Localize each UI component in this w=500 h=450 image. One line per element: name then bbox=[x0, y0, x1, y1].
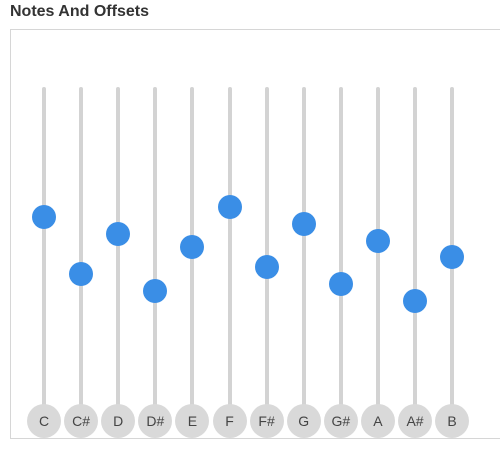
note-button-a[interactable]: A bbox=[360, 404, 395, 438]
slider-track[interactable] bbox=[227, 87, 232, 421]
slider-track[interactable] bbox=[79, 87, 84, 421]
slider-track[interactable] bbox=[116, 87, 121, 421]
slider-thumb[interactable] bbox=[291, 211, 316, 236]
slider-thumb[interactable] bbox=[32, 205, 56, 230]
slider-thumb[interactable] bbox=[254, 255, 279, 280]
slider-track[interactable] bbox=[338, 87, 343, 421]
slider-track[interactable] bbox=[153, 87, 158, 421]
slider-thumb[interactable] bbox=[403, 288, 427, 313]
slider-thumb[interactable] bbox=[106, 221, 131, 246]
note-button-c-sharp[interactable]: C# bbox=[64, 404, 99, 438]
slider-track[interactable] bbox=[264, 87, 269, 421]
note-button-d[interactable]: D bbox=[101, 404, 136, 438]
note-button-a-sharp[interactable]: A# bbox=[398, 404, 432, 438]
slider-thumb[interactable] bbox=[143, 278, 168, 303]
slider-track[interactable] bbox=[413, 87, 417, 421]
note-button-b[interactable]: B bbox=[435, 404, 470, 438]
slider-track[interactable] bbox=[301, 87, 306, 421]
sliders-panel: C C# D D# E F F# G G# A A# B bbox=[10, 29, 500, 439]
note-button-e[interactable]: E bbox=[175, 404, 210, 438]
note-button-f[interactable]: F bbox=[212, 404, 247, 438]
note-button-d-sharp[interactable]: D# bbox=[138, 404, 173, 438]
slider-track[interactable] bbox=[42, 87, 46, 421]
slider-thumb[interactable] bbox=[69, 262, 94, 287]
note-button-f-sharp[interactable]: F# bbox=[249, 404, 284, 438]
slider-thumb[interactable] bbox=[440, 245, 465, 270]
slider-track[interactable] bbox=[375, 87, 380, 421]
slider-thumb[interactable] bbox=[328, 272, 353, 297]
slider-thumb[interactable] bbox=[217, 195, 242, 220]
slider-thumb[interactable] bbox=[180, 235, 205, 260]
note-button-g-sharp[interactable]: G# bbox=[323, 404, 358, 438]
page-title: Notes And Offsets bbox=[10, 3, 149, 20]
note-button-c[interactable]: C bbox=[27, 404, 61, 438]
note-button-g[interactable]: G bbox=[286, 404, 321, 438]
slider-thumb[interactable] bbox=[365, 228, 390, 253]
